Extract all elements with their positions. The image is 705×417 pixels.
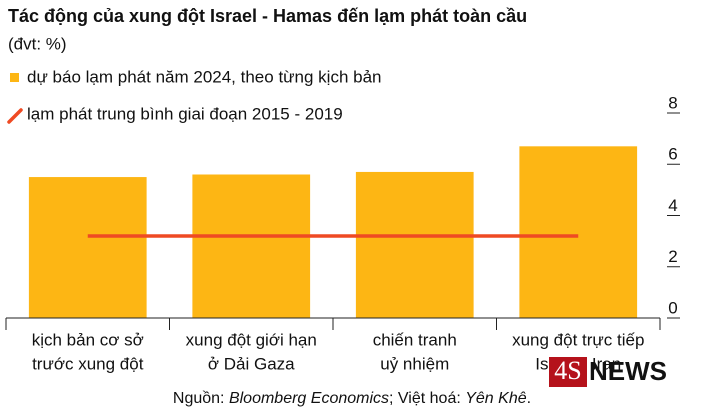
source-part: ; Việt hoá: <box>389 390 465 407</box>
source-part: Nguồn: <box>173 390 229 407</box>
legend-label: dự báo lạm phát năm 2024, theo từng kịch… <box>27 67 382 86</box>
source-part: Bloomberg Economics <box>229 390 389 407</box>
legend-swatch <box>10 73 19 82</box>
y-tick-label: 0 <box>668 298 677 317</box>
bar <box>28 177 147 318</box>
source-part: Yên Khê <box>465 390 526 407</box>
x-tick-label: xung đột trực tiếp <box>512 330 644 349</box>
source-part: . <box>527 390 531 407</box>
x-tick-label: trước xung đột <box>32 354 144 373</box>
watermark-box <box>549 357 587 387</box>
x-tick-label: xung đột giới hạn <box>186 330 317 349</box>
y-tick-label: 6 <box>668 145 677 164</box>
y-tick-label: 4 <box>668 196 677 215</box>
watermark: NEWS <box>589 356 667 386</box>
source: Nguồn: Bloomberg Economics; Việt hoá: Yê… <box>173 390 531 407</box>
bar <box>519 146 638 318</box>
chart-title: Tác động của xung đột Israel - Hamas đến… <box>8 6 527 26</box>
x-tick-label: ở Dải Gaza <box>208 354 295 373</box>
watermark: 4S <box>554 356 581 385</box>
bar <box>192 174 311 318</box>
x-tick-label: chiến tranh <box>373 330 457 349</box>
legend-swatch <box>7 108 23 124</box>
chart-subtitle: (đvt: %) <box>8 34 67 53</box>
x-tick-label: kịch bản cơ sở <box>32 330 144 349</box>
legend-label: lạm phát trung bình giai đoạn 2015 - 201… <box>27 104 343 123</box>
x-tick-label: uỷ nhiệm <box>380 354 449 373</box>
bar <box>355 171 474 318</box>
y-tick-label: 2 <box>668 247 677 266</box>
y-tick-label: 8 <box>668 93 677 112</box>
